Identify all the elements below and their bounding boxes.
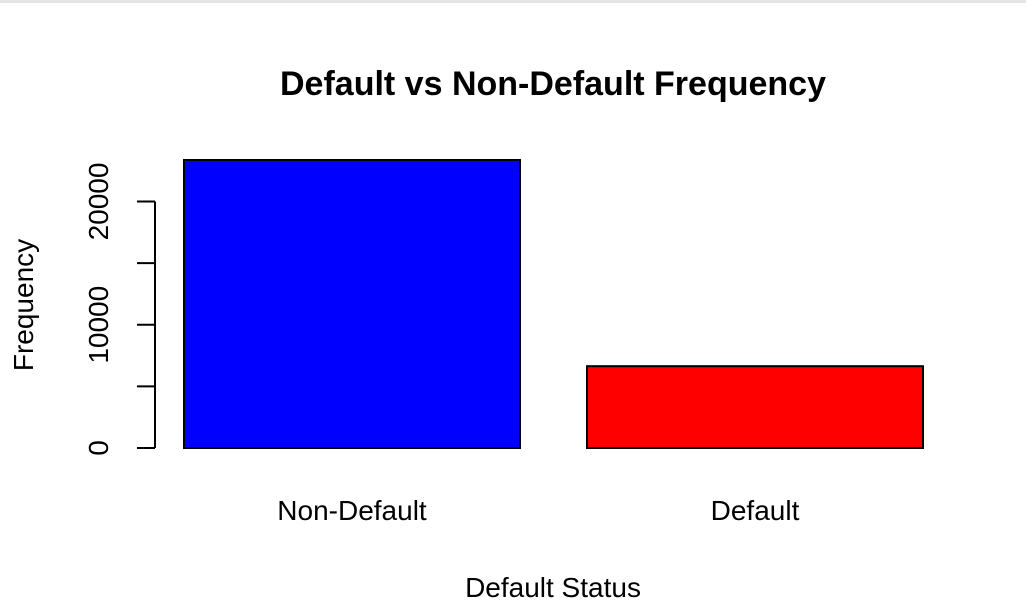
- bars: [183, 159, 924, 450]
- window-top-border: [0, 0, 1026, 3]
- x-tick-label: Default: [711, 495, 800, 526]
- x-tick-labels: Non-Default Default: [277, 495, 799, 526]
- bar-non-default: [183, 159, 521, 449]
- x-axis-label: Default Status: [465, 572, 641, 603]
- chart-title: Default vs Non-Default Frequency: [280, 65, 826, 103]
- y-tick-label: 20000: [83, 163, 114, 241]
- y-axis-label: Frequency: [8, 239, 39, 371]
- bar-default: [586, 365, 924, 450]
- y-axis-ticks: 0 10000 20000: [83, 163, 155, 456]
- x-tick-label: Non-Default: [277, 495, 427, 526]
- y-tick-label: 10000: [83, 286, 114, 364]
- y-tick-label: 0: [83, 440, 114, 456]
